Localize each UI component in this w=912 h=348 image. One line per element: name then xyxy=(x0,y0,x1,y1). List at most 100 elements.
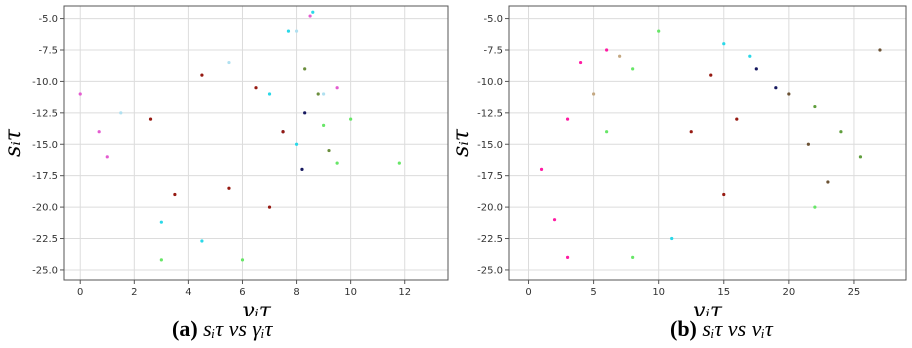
scatter-point xyxy=(335,86,339,90)
scatter-point xyxy=(173,192,177,197)
scatter-point xyxy=(578,60,583,65)
scatter-point xyxy=(200,73,204,77)
scatter-point xyxy=(300,167,304,171)
scatter-point xyxy=(267,92,272,96)
scatter-point xyxy=(316,92,320,96)
scatter-point xyxy=(657,29,661,33)
caption-b-expr: sᵢτ vs vᵢτ xyxy=(702,316,773,341)
x-tick-label: 0 xyxy=(77,287,83,298)
scatter-point xyxy=(327,148,331,153)
caption-b: (b) sᵢτ vs vᵢτ xyxy=(670,316,912,342)
plot-area xyxy=(509,6,906,280)
scatter-point xyxy=(552,218,557,222)
scatter-point xyxy=(748,54,752,58)
y-tick-label: -10.0 xyxy=(477,77,503,88)
y-tick-label: -17.5 xyxy=(477,171,503,182)
x-tick-label: 6 xyxy=(239,287,245,298)
scatter-point xyxy=(605,48,609,52)
x-axis-label: γᵢτ xyxy=(241,299,272,316)
scatter-point xyxy=(858,155,863,159)
y-tick-label: -5.0 xyxy=(483,14,503,25)
scatter-point xyxy=(735,117,739,121)
scatter-point xyxy=(311,10,315,14)
points-group xyxy=(78,10,401,262)
scatter-point xyxy=(689,130,693,134)
y-tick-label: -12.5 xyxy=(32,108,58,119)
scatter-point xyxy=(159,258,163,262)
scatter-point xyxy=(294,29,299,33)
scatter-point xyxy=(335,161,339,165)
x-tick-label: 15 xyxy=(717,287,730,298)
scatter-point xyxy=(200,239,204,243)
scatter-point xyxy=(105,155,109,159)
scatter-point xyxy=(722,192,726,197)
scatter-point xyxy=(349,117,353,121)
y-tick-label: -20.0 xyxy=(477,203,503,214)
y-tick-label: -20.0 xyxy=(32,203,58,214)
x-tick-label: 5 xyxy=(590,287,596,298)
x-tick-label: 4 xyxy=(185,287,191,298)
scatter-point xyxy=(97,130,101,134)
scatter-point xyxy=(148,117,153,121)
scatter-point xyxy=(286,29,291,33)
scatter-point xyxy=(227,60,231,65)
scatter-point xyxy=(631,67,635,71)
scatter-point xyxy=(78,92,82,96)
scatter-point xyxy=(303,67,307,71)
scatter-point xyxy=(565,117,570,121)
scatter-point xyxy=(254,86,258,90)
scatter-chart-b: 0 5 10 15 20 25 -5.0 -7.5 -10.0 -12.5 -15.0 -17.5 -2… xyxy=(456,5,907,316)
y-axis-label: sᵢτ xyxy=(1,128,26,157)
scatter-point xyxy=(878,48,882,52)
scatter-point xyxy=(618,54,622,58)
y-tick-label: -5.0 xyxy=(38,14,58,25)
x-tick-label: 0 xyxy=(525,287,531,298)
scatter-point xyxy=(322,123,326,128)
scatter-point xyxy=(787,92,791,96)
caption-b-tag: (b) xyxy=(670,316,697,341)
x-tick-label: 8 xyxy=(293,287,299,298)
scatter-point xyxy=(709,73,713,77)
x-tick-label: 2 xyxy=(131,287,137,298)
x-tick-label: 12 xyxy=(398,287,411,298)
y-tick-label: -7.5 xyxy=(483,45,503,56)
scatter-point xyxy=(722,42,726,46)
caption-a-expr: sᵢτ vs γᵢτ xyxy=(203,316,273,341)
scatter-point xyxy=(605,130,609,134)
scatter-point xyxy=(240,258,245,262)
y-tick-label: -10.0 xyxy=(32,77,58,88)
scatter-point xyxy=(670,236,674,241)
scatter-point xyxy=(839,130,843,134)
scatter-chart-a: 0 2 4 6 8 10 12 -5.0 -7.5 -10.0 -12.5 -15.0 -17.5 -20… xyxy=(1,5,449,316)
scatter-point xyxy=(267,205,272,209)
plot-area xyxy=(64,6,448,280)
scatter-point xyxy=(826,180,830,184)
scatter-point xyxy=(322,92,326,96)
y-tick-label: -17.5 xyxy=(32,171,58,182)
scatter-point xyxy=(565,255,570,259)
x-tick-label: 10 xyxy=(344,287,357,298)
scatter-point xyxy=(227,186,231,190)
y-tick-label: -22.5 xyxy=(32,234,58,245)
scatter-point xyxy=(754,67,758,71)
x-tick-label: 25 xyxy=(848,287,861,298)
scatter-point xyxy=(774,86,778,90)
y-tick-label: -25.0 xyxy=(477,265,503,276)
scatter-point xyxy=(592,92,596,96)
scatter-point xyxy=(397,161,401,165)
x-axis-label: vᵢτ xyxy=(693,299,723,316)
scatter-point xyxy=(806,142,810,146)
plot-frame xyxy=(63,5,449,281)
y-tick-label: -7.5 xyxy=(38,45,58,56)
scatter-point xyxy=(294,142,299,146)
y-tick-label: -22.5 xyxy=(477,234,503,245)
y-tick-label: -15.0 xyxy=(477,140,503,151)
y-tick-label: -25.0 xyxy=(32,265,58,276)
scatter-point xyxy=(159,220,163,224)
points-group xyxy=(539,29,882,259)
scatter-point xyxy=(813,104,817,109)
scatter-point xyxy=(813,205,817,209)
figure-a: 0 2 4 6 8 10 12 -5.0 -7.5 -10.0 -12.5 -15.0 -17.5 -20… xyxy=(1,5,449,341)
x-tick-label: 10 xyxy=(652,287,665,298)
caption-a: (a) sᵢτ vs γᵢτ xyxy=(172,316,472,342)
